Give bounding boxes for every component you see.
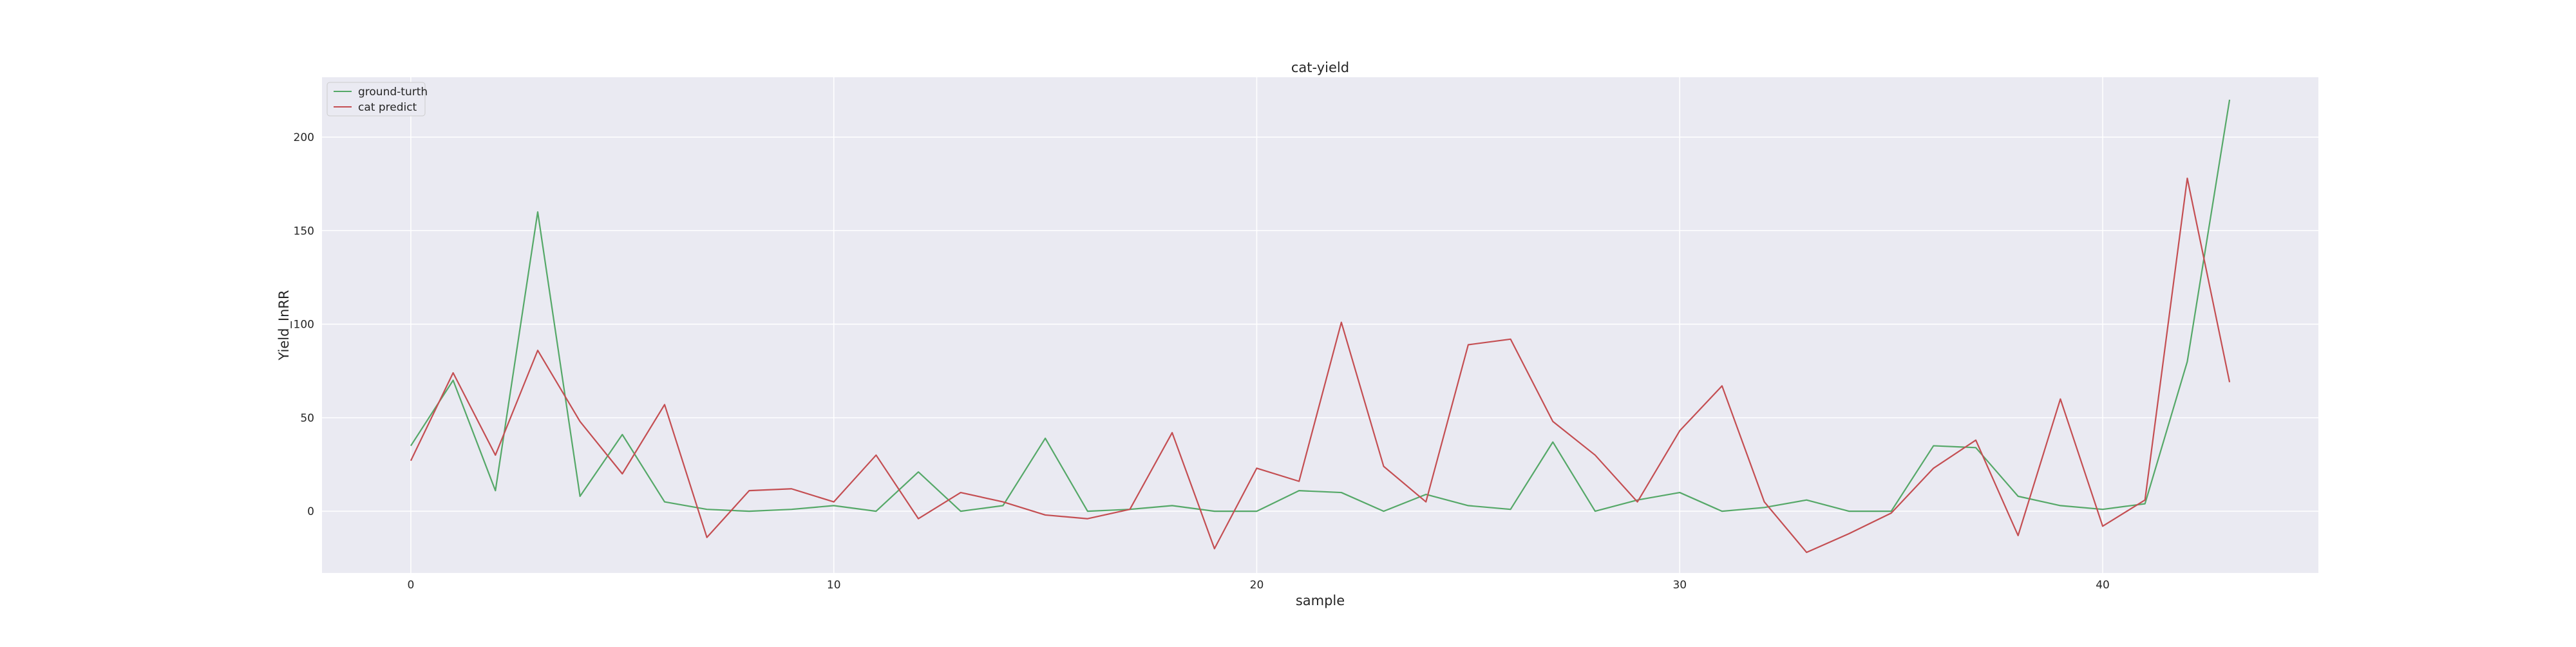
y-tick-label: 100: [294, 319, 314, 332]
x-tick-label: 30: [1672, 579, 1687, 592]
y-tick-label: 200: [294, 131, 314, 144]
x-tick-label: 0: [408, 579, 415, 592]
y-tick-label: 50: [300, 412, 314, 425]
series-line-cat-predict: [410, 177, 2231, 554]
legend-label-ground-turth: ground-turth: [358, 86, 428, 98]
x-tick-label: 20: [1250, 579, 1264, 592]
y-axis-label: Yield_InRR: [276, 290, 292, 361]
legend: ground-turth cat predict: [327, 82, 428, 117]
x-tick-label: 40: [2096, 579, 2110, 592]
chart-title: cat-yield: [1291, 60, 1349, 75]
grid-lines: [322, 77, 2318, 573]
series-layer: [410, 99, 2231, 554]
x-axis-label: sample: [1296, 593, 1345, 608]
x-tick-label: 10: [827, 579, 841, 592]
plot-background: [322, 77, 2318, 573]
y-tick-label: 0: [307, 505, 314, 518]
series-line-ground-turth: [410, 99, 2231, 512]
y-tick-labels: 0 50 100 150 200: [294, 131, 314, 518]
y-tick-label: 150: [294, 225, 314, 238]
x-tick-labels: 0 10 20 30 40: [408, 579, 2110, 592]
legend-label-cat-predict: cat predict: [358, 101, 417, 114]
